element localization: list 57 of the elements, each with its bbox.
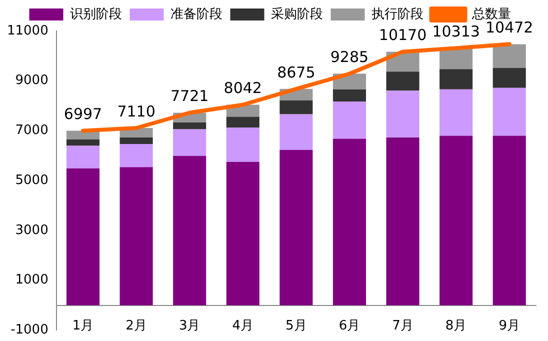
data-label: 8675	[277, 63, 316, 82]
x-tick-label: 6月	[338, 318, 360, 334]
data-label: 9285	[330, 48, 369, 66]
y-tick-label: -1000	[10, 322, 48, 338]
bar	[492, 88, 526, 136]
bar	[120, 144, 153, 168]
data-label: 10170	[378, 26, 427, 44]
bar	[440, 48, 473, 70]
data-label: 7110	[117, 102, 156, 120]
bar	[173, 156, 206, 306]
x-tick-label: 9月	[498, 318, 520, 334]
bar	[492, 44, 526, 68]
y-tick-label: 5000	[15, 172, 48, 188]
bar	[492, 68, 526, 88]
data-label: 6997	[64, 105, 102, 124]
x-tick-label: 8月	[445, 318, 467, 334]
bar	[280, 114, 313, 150]
bar	[440, 89, 473, 136]
bar	[226, 162, 260, 306]
bar	[386, 137, 420, 306]
bar	[226, 127, 260, 162]
legend-label: 采购阶段	[270, 6, 323, 22]
bar	[120, 167, 153, 306]
y-tick-label: 3000	[15, 222, 48, 238]
y-tick-label: 11000	[6, 23, 48, 38]
y-tick-label: 7000	[15, 123, 48, 138]
x-tick-label: 4月	[232, 318, 254, 334]
bar	[492, 136, 526, 306]
bar	[332, 138, 366, 306]
x-tick-label: 1月	[72, 318, 94, 334]
bar	[440, 69, 473, 90]
bar	[66, 168, 100, 306]
legend-label: 准备阶段	[170, 6, 222, 22]
data-label: 10313	[432, 22, 480, 41]
bar	[332, 102, 366, 139]
bar	[173, 129, 206, 156]
bar	[173, 122, 206, 130]
bar	[386, 90, 420, 138]
y-tick-label: 9000	[15, 73, 48, 88]
bar	[66, 139, 100, 146]
x-tick-label: 2月	[126, 318, 147, 334]
bar	[332, 89, 366, 102]
bar	[440, 136, 473, 306]
legend-label: 识别阶段	[70, 6, 122, 22]
legend-label: 执行阶段	[371, 6, 424, 22]
data-label: 8042	[224, 79, 262, 98]
x-tick-label: 3月	[178, 318, 200, 334]
bar	[280, 100, 313, 114]
x-tick-label: 7月	[392, 318, 414, 334]
bar	[386, 72, 420, 91]
bar	[120, 137, 153, 144]
y-tick-label: 1000	[15, 272, 48, 288]
data-label: 7721	[170, 87, 209, 106]
bar	[280, 150, 313, 306]
x-tick-label: 5月	[286, 318, 307, 334]
bar	[66, 146, 100, 168]
bar	[226, 116, 260, 128]
